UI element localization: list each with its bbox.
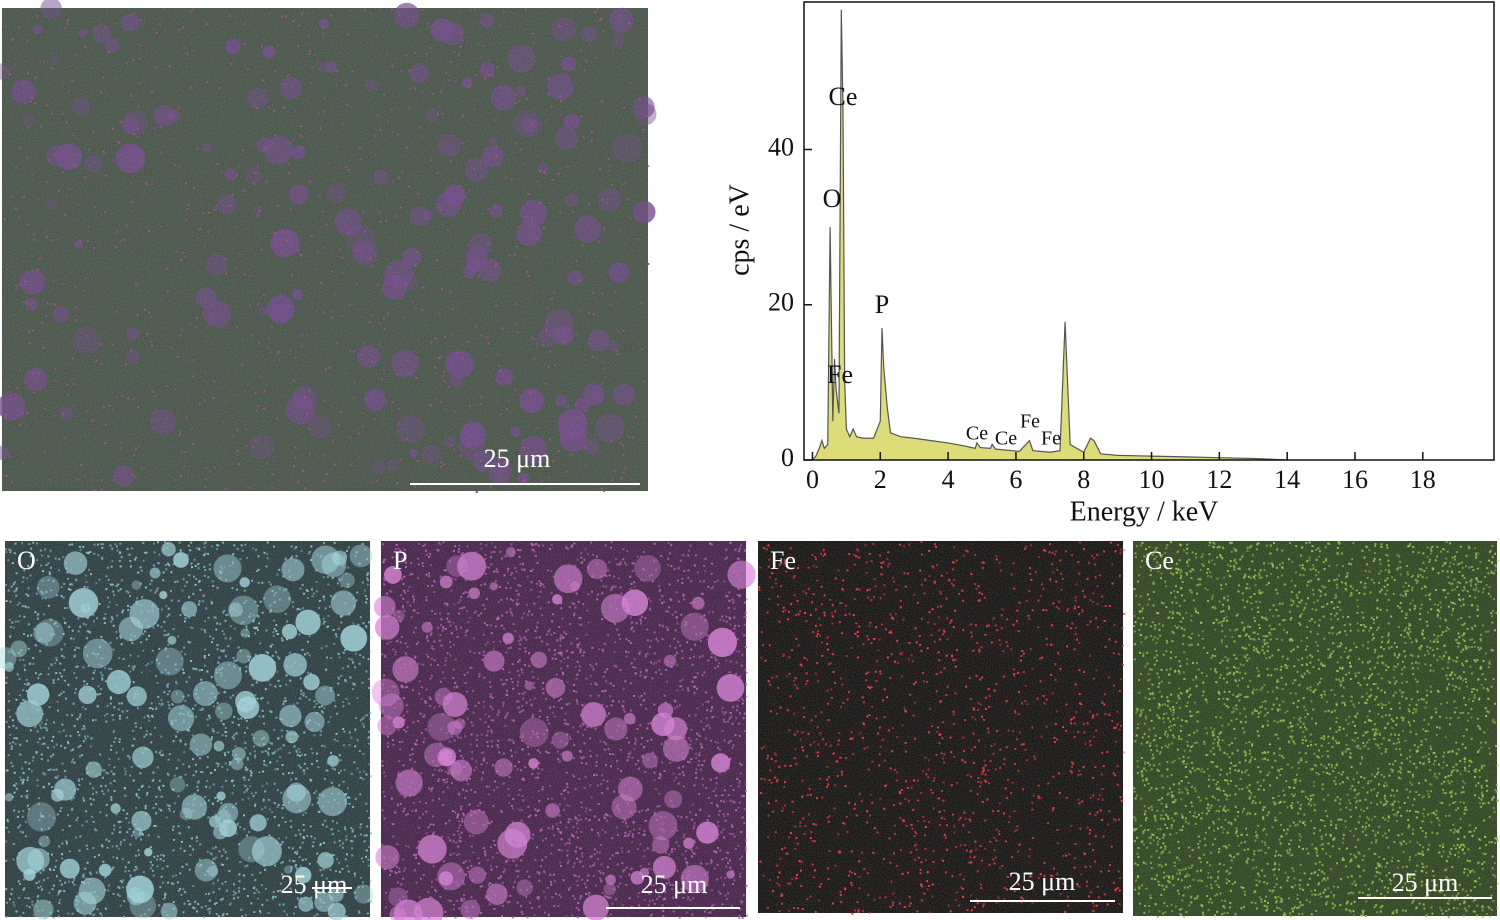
texture-dot — [369, 832, 372, 835]
image-noise — [2, 8, 648, 491]
texture-dot — [44, 916, 47, 919]
texture-dot — [369, 900, 372, 903]
texture-dot — [369, 650, 372, 653]
map-element-label: O — [17, 546, 36, 575]
texture-dot — [369, 775, 372, 778]
image-noise — [5, 541, 370, 917]
texture-dot — [647, 165, 650, 168]
texture-dot — [678, 916, 681, 919]
texture-dot — [330, 916, 333, 919]
texture-dot — [741, 916, 744, 919]
texture-dot — [454, 916, 457, 919]
texture-dot — [603, 490, 606, 493]
texture-dot — [738, 916, 741, 919]
texture-dot — [146, 916, 149, 919]
texture-dot — [511, 916, 514, 919]
texture-dot — [470, 916, 473, 919]
texture-dot — [647, 262, 650, 265]
texture-dot — [369, 879, 372, 882]
texture-dot — [5, 916, 8, 919]
texture-dot — [369, 636, 372, 639]
texture-dot — [203, 916, 206, 919]
texture-dot — [369, 717, 372, 720]
texture-dot — [52, 916, 55, 919]
texture-dot — [576, 916, 579, 919]
texture-dot — [745, 914, 748, 917]
texture-dot — [745, 695, 748, 698]
texture-dot — [475, 490, 478, 493]
scale-bar-label: 25 μm — [484, 444, 551, 473]
texture-dot — [369, 712, 372, 715]
scale-bar-label: 25 μm — [281, 870, 348, 899]
